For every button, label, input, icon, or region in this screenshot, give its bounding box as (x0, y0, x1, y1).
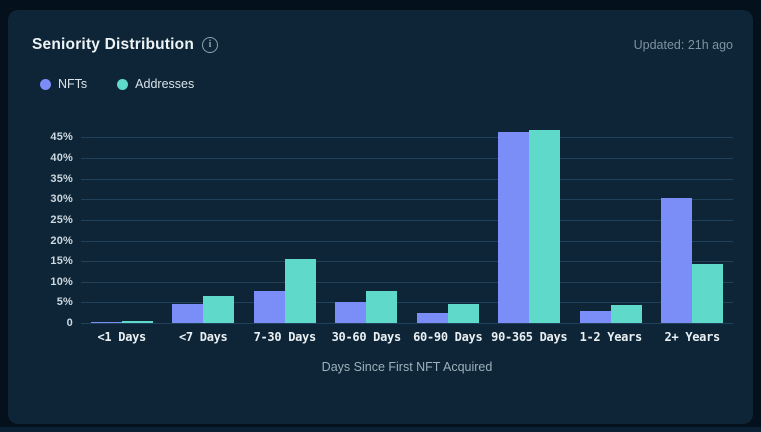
bar-nfts-90-365-days[interactable] (498, 132, 530, 323)
x-axis-labels: <1 Days <7 Days 7-30 Days 30-60 Days 60-90 D… (81, 330, 733, 344)
bar-groups (81, 121, 733, 323)
legend-item-addresses[interactable]: Addresses (117, 77, 194, 91)
title-wrap: Seniority Distribution i (32, 36, 218, 54)
bar-nfts-30-60-days[interactable] (335, 301, 367, 323)
bar-group-1-2-years (570, 121, 652, 323)
plot-area (81, 121, 733, 324)
x-label-60-90-days: 60-90 Days (413, 330, 483, 344)
legend-label: Addresses (135, 77, 195, 91)
bar-nfts-1-2-years[interactable] (579, 310, 611, 323)
gridline (81, 282, 733, 283)
bar-group-1-days (81, 121, 163, 323)
legend-dot-nfts (40, 78, 51, 90)
plot-column: <1 Days <7 Days 7-30 Days 30-60 Days 60-90 D… (81, 121, 733, 374)
bar-addresses-7-30-days[interactable] (284, 259, 316, 323)
bar-nfts-2-years[interactable] (661, 197, 693, 323)
bar-group-60-90-days (407, 121, 489, 323)
x-label-7-days: <7 Days (179, 330, 228, 344)
y-tick-label: 5% (56, 296, 73, 308)
bar-group-7-30-days (244, 121, 326, 323)
y-tick-label: 45% (50, 131, 73, 143)
bar-addresses-1-2-years[interactable] (610, 305, 642, 323)
bar-addresses-1-days[interactable] (121, 320, 153, 323)
x-label-90-365-days: 90-365 Days (491, 330, 568, 344)
bar-addresses-7-days[interactable] (203, 295, 235, 323)
card-header: Seniority Distribution i Updated: 21h ag… (32, 36, 733, 58)
y-tick-label: 25% (50, 214, 73, 226)
gridline (81, 302, 733, 303)
y-tick-label: 15% (50, 255, 73, 267)
page-bottom-strip (0, 427, 761, 432)
chart-legend: NFTs Addresses (40, 76, 733, 92)
x-label-2-years: 2+ Years (664, 330, 721, 344)
bar-group-7-days (163, 121, 245, 323)
seniority-distribution-card: Seniority Distribution i Updated: 21h ag… (8, 10, 753, 424)
y-tick-label: 0 (66, 317, 73, 329)
gridline (81, 137, 733, 138)
gridline (81, 158, 733, 159)
gridline (81, 261, 733, 262)
legend-dot-addresses (117, 78, 129, 90)
y-tick-label: 40% (50, 152, 73, 164)
bar-group-2-years (652, 121, 734, 323)
bar-nfts-60-90-days[interactable] (416, 313, 448, 323)
bar-nfts-7-days[interactable] (172, 303, 204, 323)
x-label-1-days: <1 Days (97, 330, 147, 344)
gridline (81, 199, 733, 200)
info-icon[interactable]: i (202, 37, 218, 53)
gridline (81, 220, 733, 221)
x-label-1-2-years: 1-2 Years (579, 330, 643, 344)
y-axis: 0 5% 10% 15% 20% 25% 30% 35% 40% 45% (32, 121, 81, 329)
bar-chart: 0 5% 10% 15% 20% 25% 30% 35% 40% 45% <1 Days <7 Da… (32, 121, 733, 374)
card-title: Seniority Distribution (32, 36, 194, 53)
y-tick-label: 20% (50, 235, 73, 247)
bar-addresses-60-90-days[interactable] (447, 304, 479, 323)
bar-group-30-60-days (326, 121, 408, 323)
gridline (81, 323, 733, 324)
x-label-7-30-days: 7-30 Days (253, 330, 317, 344)
y-tick-label: 30% (50, 193, 73, 205)
x-label-30-60-days: 30-60 Days (331, 330, 402, 344)
gridline (81, 179, 733, 180)
bar-addresses-2-years[interactable] (692, 264, 724, 323)
bar-nfts-7-30-days[interactable] (253, 291, 285, 323)
bar-nfts-1-days[interactable] (90, 321, 122, 323)
updated-timestamp: Updated: 21h ago (633, 38, 733, 52)
gridline (81, 241, 733, 242)
bar-group-90-365-days (489, 121, 571, 323)
y-tick-label: 35% (50, 173, 73, 185)
y-tick-label: 10% (50, 276, 73, 288)
bar-addresses-90-365-days[interactable] (529, 130, 561, 323)
bar-addresses-30-60-days[interactable] (366, 290, 398, 323)
legend-label: NFTs (58, 77, 88, 91)
x-axis-title: Days Since First NFT Acquired (321, 360, 493, 374)
legend-item-nfts[interactable]: NFTs (40, 77, 87, 91)
